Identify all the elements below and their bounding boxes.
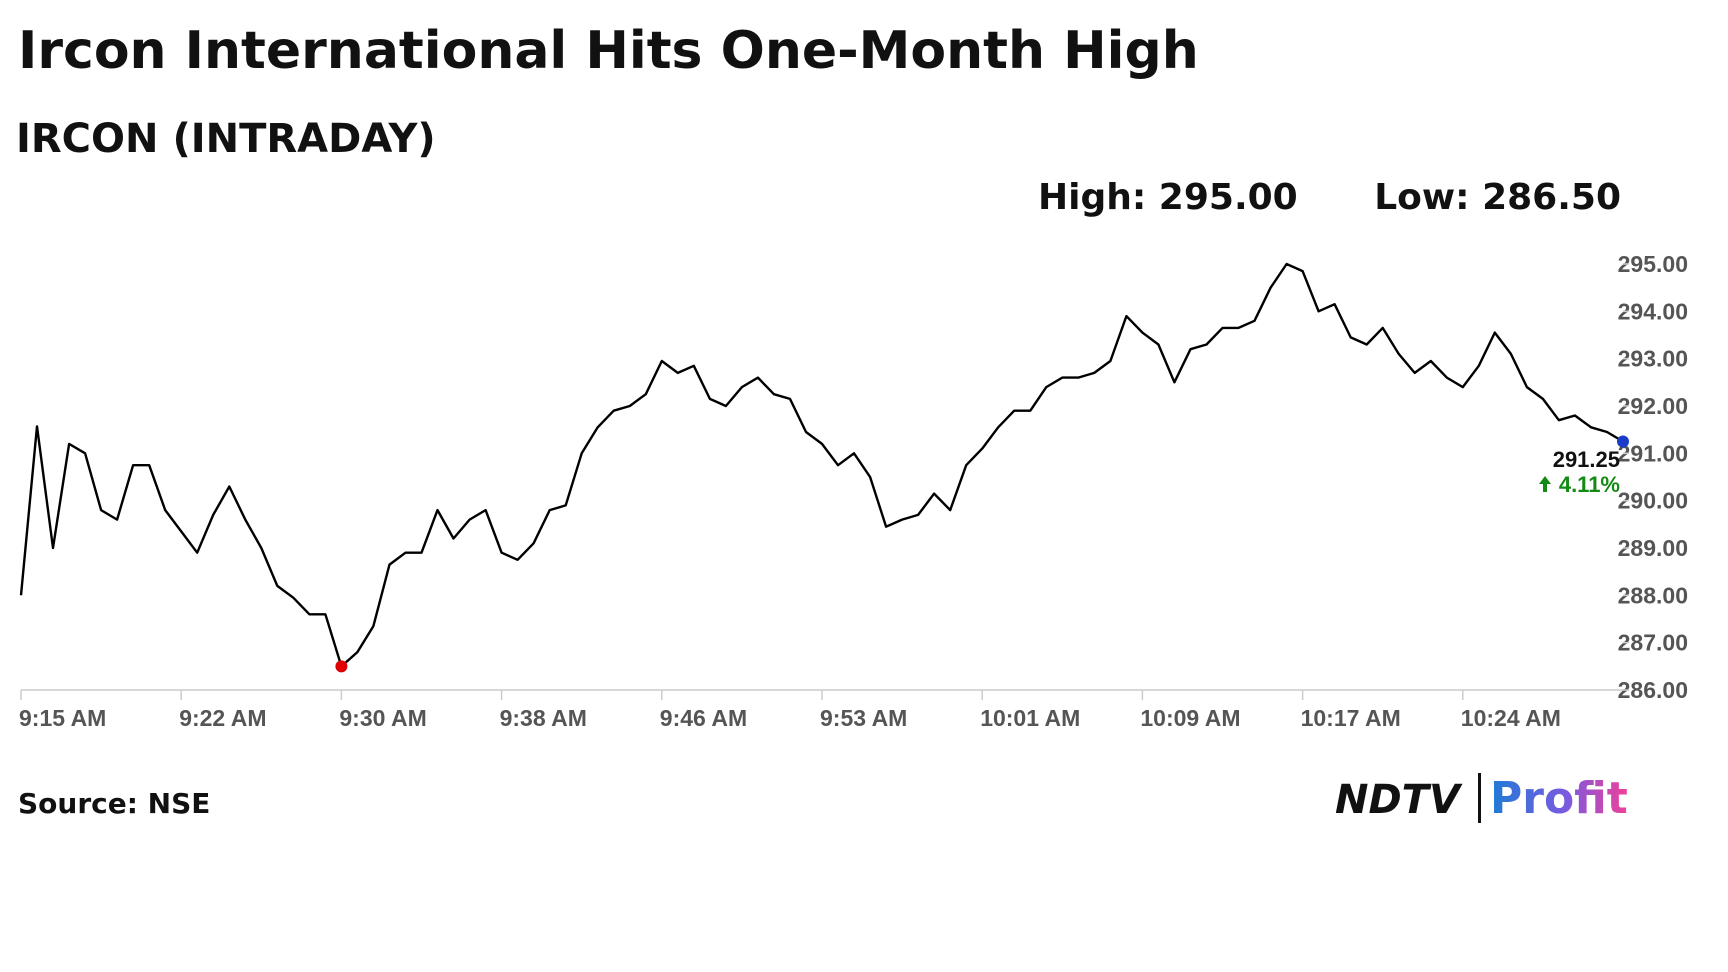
last-price-label: 291.25 <box>1553 447 1620 472</box>
x-tick-label: 10:01 AM <box>980 705 1080 731</box>
y-tick-label: 292.00 <box>1618 393 1688 419</box>
y-tick-label: 293.00 <box>1618 346 1688 372</box>
low-stat: Low: 286.50 <box>1374 177 1621 218</box>
x-tick-label: 9:38 AM <box>500 705 587 731</box>
x-tick-label: 10:09 AM <box>1140 705 1240 731</box>
low-marker <box>335 660 348 673</box>
x-tick-label: 9:46 AM <box>660 705 747 731</box>
brand-divider <box>1478 773 1481 823</box>
last-marker <box>1617 435 1629 448</box>
x-tick-label: 9:15 AM <box>19 705 106 731</box>
price-line <box>19 262 1624 668</box>
y-tick-label: 287.00 <box>1618 630 1688 656</box>
y-tick-label: 291.00 <box>1618 440 1688 466</box>
x-tick-label: 10:17 AM <box>1301 705 1401 731</box>
y-tick-label: 286.00 <box>1618 677 1688 703</box>
x-tick-label: 9:22 AM <box>179 705 266 731</box>
high-stat: High: 295.00 <box>1038 177 1298 218</box>
x-tick-label: 9:30 AM <box>339 705 426 731</box>
brand-name: NDTV <box>1335 777 1463 823</box>
y-tick-label: 288.00 <box>1618 582 1688 608</box>
chart-subtitle: IRCON (INTRADAY) <box>16 116 436 162</box>
x-tick-label: 10:24 AM <box>1461 705 1561 731</box>
source: Source: NSE <box>18 787 210 820</box>
chart-title: Ircon International Hits One-Month High <box>18 21 1199 81</box>
y-tick-label: 289.00 <box>1618 535 1688 561</box>
y-tick-label: 295.00 <box>1618 251 1688 277</box>
y-tick-label: 290.00 <box>1618 488 1688 514</box>
brand-product: Profit <box>1490 773 1628 824</box>
y-tick-label: 294.00 <box>1618 298 1688 324</box>
change-label: 4.11% <box>1559 472 1620 497</box>
change-arrow <box>1539 476 1551 492</box>
x-tick-label: 9:53 AM <box>820 705 907 731</box>
